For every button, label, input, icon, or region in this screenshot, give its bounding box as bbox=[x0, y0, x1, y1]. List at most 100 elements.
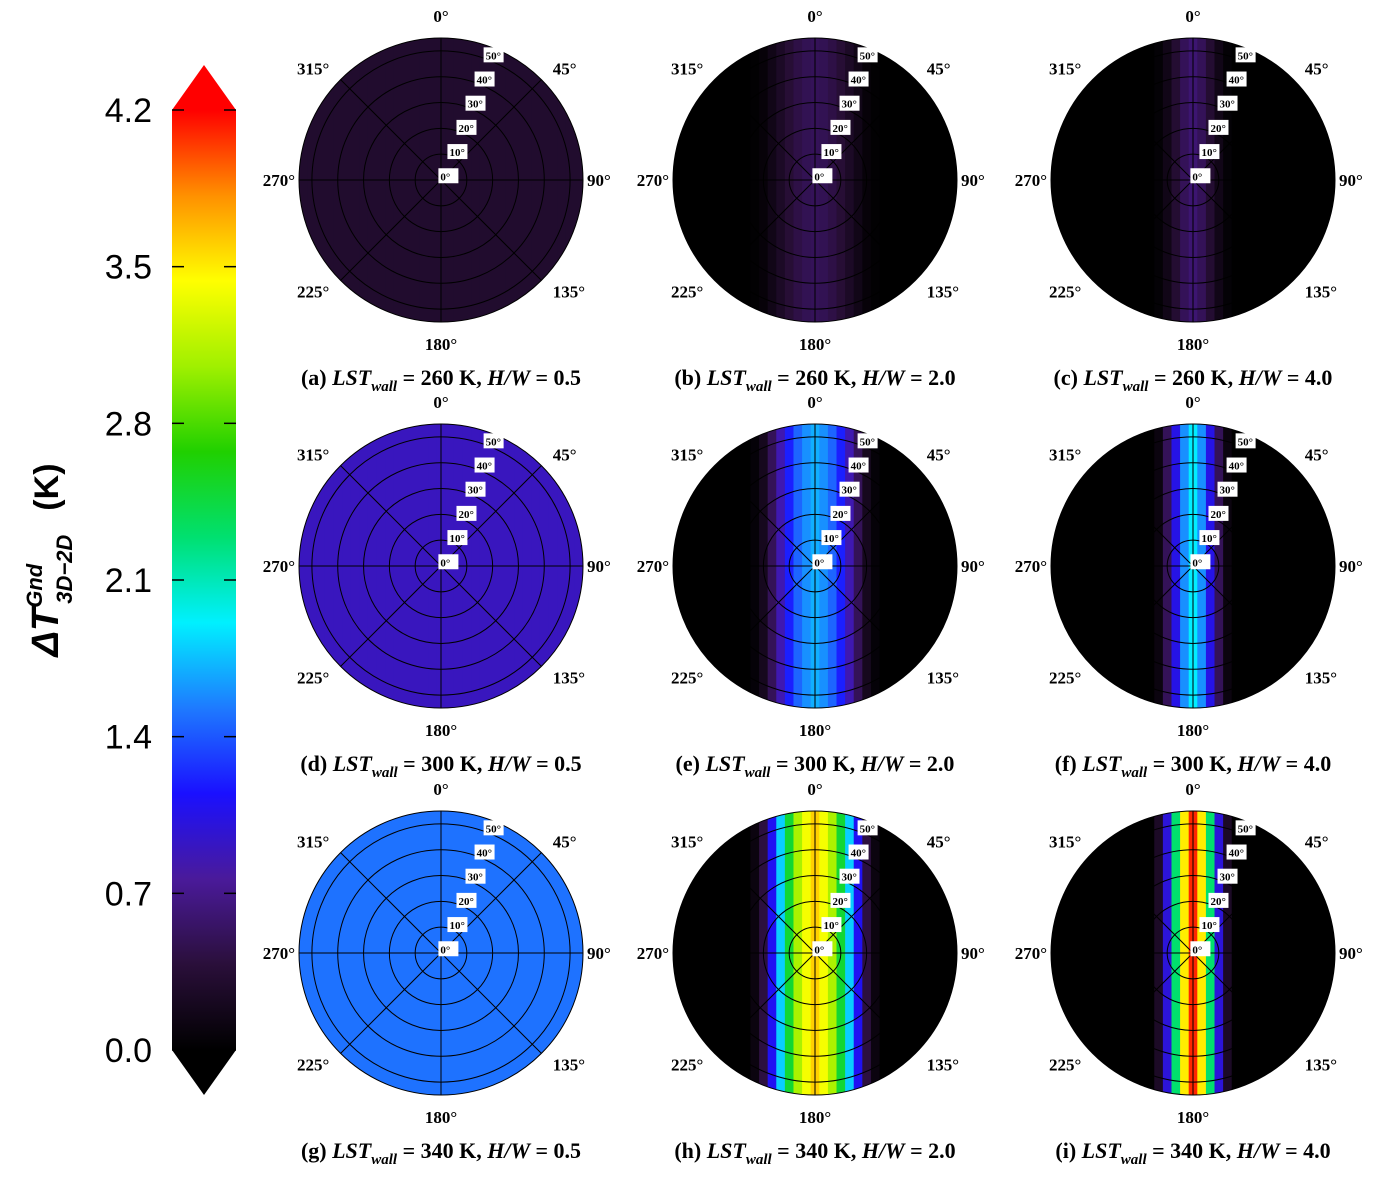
radial-tick-label: 50° bbox=[1238, 50, 1253, 62]
caption-part: wall bbox=[745, 765, 772, 781]
radial-label-box bbox=[447, 917, 468, 933]
polar-frame bbox=[298, 810, 584, 1096]
angle-tick-label: 270° bbox=[1015, 171, 1047, 190]
radial-tick-label: 10° bbox=[449, 533, 464, 545]
angle-tick-label: 0° bbox=[433, 780, 448, 799]
caption-part: LST bbox=[704, 751, 746, 776]
radial-label-box bbox=[1208, 119, 1229, 135]
colorbar-extend-bottom bbox=[172, 1050, 236, 1095]
radial-tick-label: 30° bbox=[842, 485, 857, 497]
angle-tick-label: 180° bbox=[799, 335, 831, 354]
radial-label-box bbox=[1199, 530, 1220, 546]
radial-label-box bbox=[465, 95, 486, 111]
radial-tick-label: 40° bbox=[1229, 75, 1244, 87]
radial-label-box bbox=[1190, 554, 1211, 570]
angle-tick-label: 270° bbox=[263, 171, 295, 190]
angular-grid bbox=[440, 465, 542, 567]
radial-label-box bbox=[483, 47, 504, 63]
polar-frame bbox=[672, 423, 958, 709]
radial-label-box bbox=[848, 844, 869, 860]
angle-tick-label: 0° bbox=[1185, 7, 1200, 26]
radial-tick-label: 0° bbox=[440, 171, 450, 183]
radial-tick-label: 20° bbox=[832, 123, 847, 135]
angle-tick-label: 180° bbox=[425, 335, 457, 354]
angle-tick-label: 315° bbox=[671, 59, 703, 78]
angle-tick-label: 270° bbox=[637, 944, 669, 963]
angle-tick-label: 45° bbox=[1305, 59, 1329, 78]
angle-tick-label: 90° bbox=[1339, 171, 1363, 190]
caption-part: LST bbox=[332, 751, 374, 776]
caption-part: (g) bbox=[301, 1138, 332, 1163]
radial-label-box bbox=[839, 481, 860, 497]
caption-part: = 4.0 bbox=[1280, 1138, 1331, 1163]
radial-tick-label: 50° bbox=[860, 50, 875, 62]
radial-label-box bbox=[821, 917, 842, 933]
angle-tick-label: 45° bbox=[927, 832, 951, 851]
angle-tick-label: 180° bbox=[799, 1108, 831, 1127]
polar-frame bbox=[672, 810, 958, 1096]
caption-part: = 340 K, bbox=[397, 1138, 487, 1163]
angular-grid bbox=[714, 79, 816, 181]
angle-tick-label: 45° bbox=[1305, 445, 1329, 464]
radial-tick-label: 50° bbox=[860, 436, 875, 448]
angle-tick-label: 90° bbox=[961, 944, 985, 963]
angle-tick-label: 45° bbox=[553, 445, 577, 464]
angular-grid bbox=[340, 465, 442, 567]
angle-tick-label: 315° bbox=[297, 59, 329, 78]
radial-tick-label: 0° bbox=[1192, 944, 1202, 956]
angular-grid bbox=[714, 179, 816, 281]
colorbar-tick-label: 2.1 bbox=[105, 562, 152, 600]
radial-label-box bbox=[474, 457, 495, 473]
caption-part: wall bbox=[746, 1152, 773, 1168]
caption-part: = 300 K, bbox=[1147, 751, 1237, 776]
radial-tick-label: 50° bbox=[486, 50, 501, 62]
angle-tick-label: 135° bbox=[1305, 1056, 1337, 1075]
radial-label-box bbox=[1235, 820, 1256, 836]
caption-part: (i) bbox=[1055, 1138, 1081, 1163]
radial-tick-label: 20° bbox=[832, 896, 847, 908]
caption-part: H/W bbox=[1236, 1138, 1281, 1163]
radial-tick-label: 50° bbox=[486, 436, 501, 448]
angle-tick-label: 225° bbox=[1049, 283, 1081, 302]
radial-label-box bbox=[465, 868, 486, 884]
angular-grid bbox=[714, 465, 816, 567]
radial-label-box bbox=[465, 481, 486, 497]
radial-label-box bbox=[1226, 457, 1247, 473]
angular-grid bbox=[440, 565, 542, 667]
radial-label-box bbox=[483, 820, 504, 836]
caption-part: (h) bbox=[674, 1138, 706, 1163]
angular-grid bbox=[1192, 565, 1294, 667]
angle-tick-label: 135° bbox=[553, 1056, 585, 1075]
panel-caption: (b) LSTwall = 260 K, H/W = 2.0 bbox=[674, 365, 955, 395]
caption-part: = 300 K, bbox=[398, 751, 488, 776]
caption-part: H/W bbox=[486, 1138, 531, 1163]
angle-tick-label: 225° bbox=[1049, 1056, 1081, 1075]
angle-tick-label: 90° bbox=[587, 944, 611, 963]
angle-tick-label: 45° bbox=[927, 59, 951, 78]
angular-grid bbox=[340, 565, 442, 667]
angle-tick-label: 315° bbox=[1049, 832, 1081, 851]
radial-tick-label: 40° bbox=[477, 461, 492, 473]
angular-grid bbox=[1092, 179, 1194, 281]
angle-tick-label: 135° bbox=[927, 669, 959, 688]
angle-tick-label: 180° bbox=[425, 721, 457, 740]
caption-part: H/W bbox=[861, 365, 906, 390]
caption-part: H/W bbox=[487, 751, 532, 776]
caption-part: wall bbox=[372, 765, 399, 781]
radial-label-box bbox=[1190, 168, 1211, 184]
caption-part: H/W bbox=[1238, 365, 1283, 390]
radial-tick-label: 50° bbox=[860, 823, 875, 835]
radial-label-box bbox=[447, 144, 468, 160]
colorbar-tick-label: 2.8 bbox=[105, 405, 152, 443]
caption-part: LST bbox=[331, 1138, 373, 1163]
angle-tick-label: 180° bbox=[1177, 721, 1209, 740]
radial-tick-label: 0° bbox=[1192, 557, 1202, 569]
radial-tick-label: 40° bbox=[477, 848, 492, 860]
angle-tick-label: 315° bbox=[671, 832, 703, 851]
panel-caption: (c) LSTwall = 260 K, H/W = 4.0 bbox=[1054, 365, 1333, 395]
angular-grid bbox=[1092, 852, 1194, 954]
radial-tick-label: 10° bbox=[449, 920, 464, 932]
angle-tick-label: 90° bbox=[587, 171, 611, 190]
radial-label-box bbox=[830, 892, 851, 908]
